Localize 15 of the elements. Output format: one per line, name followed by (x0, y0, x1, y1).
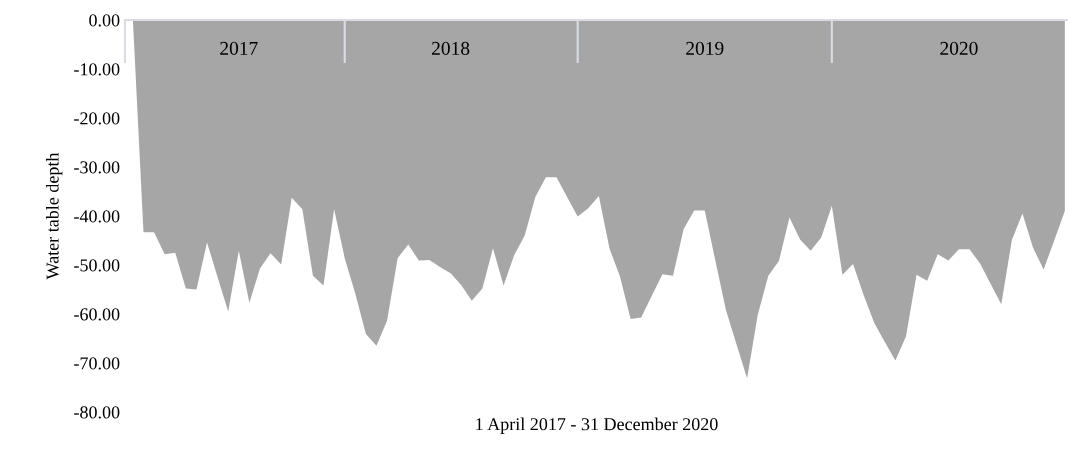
y-axis-title: Water table depth (45, 152, 63, 280)
y-tick-label: -20.00 (74, 112, 120, 125)
x-tick-label: 2019 (686, 41, 724, 55)
y-tick-label: -50.00 (74, 259, 120, 272)
x-tick-label: 2020 (940, 41, 978, 55)
y-tick-label: -30.00 (74, 161, 120, 174)
y-tick-label: -80.00 (74, 406, 120, 419)
x-axis-title: 1 April 2017 - 31 December 2020 (476, 417, 718, 434)
x-tick-label: 2018 (432, 41, 470, 55)
y-tick-label: -40.00 (74, 210, 120, 223)
y-tick-label: 0.00 (89, 14, 120, 27)
y-tick-label: -60.00 (74, 308, 120, 321)
y-tick-label: -70.00 (74, 357, 120, 370)
y-tick-label: -10.00 (74, 63, 120, 76)
x-tick-label: 2017 (220, 41, 258, 55)
